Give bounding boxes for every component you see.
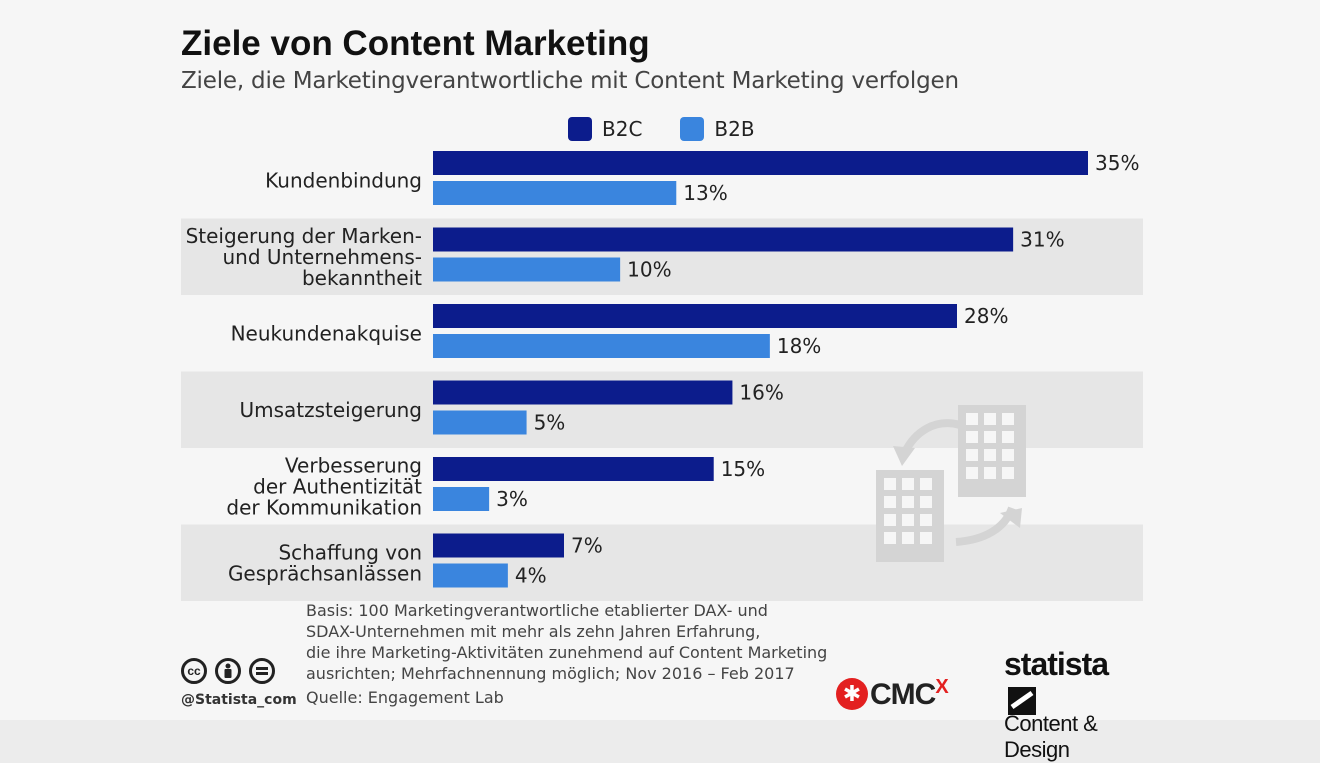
statista-wordmark: statista [1004, 646, 1109, 682]
basis-line: die ihre Marketing-Aktivitäten zunehmend… [306, 643, 828, 662]
category-label: Gesprächsanlässen [228, 561, 422, 585]
statista-handle[interactable]: @Statista_com [181, 692, 297, 708]
bar-b2c [433, 304, 957, 328]
category-label: Schaffung von [278, 540, 422, 564]
legend-label-b2b: B2B [714, 117, 755, 141]
bar-b2c [433, 151, 1088, 175]
value-label: 15% [721, 457, 765, 481]
value-label: 4% [515, 564, 547, 588]
source-note: Quelle: Engagement Lab [306, 688, 504, 707]
category-label: und Unternehmens- [223, 245, 423, 269]
chart-subtitle: Ziele, die Marketingverantwortliche mit … [181, 68, 959, 94]
building-window [884, 514, 896, 526]
value-label: 31% [1020, 228, 1064, 252]
by-person-icon [215, 658, 241, 684]
no-derivatives-icon [249, 658, 275, 684]
building-window [920, 532, 932, 544]
building-window [902, 478, 914, 490]
building-window [966, 431, 978, 443]
building-window [984, 413, 996, 425]
cmcx-asterisk-icon: ✱ [836, 678, 868, 710]
building-window [966, 413, 978, 425]
bar-b2b [433, 487, 490, 511]
statista-logo[interactable]: statista Content & Design [1004, 646, 1144, 763]
building-window [984, 467, 996, 479]
value-label: 18% [777, 334, 821, 358]
category-label: Umsatzsteigerung [239, 398, 422, 422]
cmcx-logo[interactable]: ✱ CMCX [836, 676, 949, 712]
category-label: der Kommunikation [226, 495, 422, 519]
category-label: der Authentizität [253, 474, 422, 498]
bar-chart: Kundenbindung Steigerung der Marken-und U… [181, 151, 1143, 601]
category-label: Verbesserung [285, 453, 422, 477]
bar-b2b [433, 257, 621, 282]
bar-b2c [433, 227, 1014, 252]
value-label: 16% [739, 381, 783, 405]
building-window [920, 514, 932, 526]
building-window [984, 449, 996, 461]
value-label: 13% [683, 181, 727, 205]
bar-b2c [433, 380, 733, 405]
building-window [1002, 413, 1014, 425]
cmcx-wordmark: CMCX [870, 676, 949, 711]
building-window [966, 467, 978, 479]
building-window [1002, 467, 1014, 479]
legend-label-b2c: B2C [602, 117, 643, 141]
building-window [1002, 431, 1014, 443]
bar-b2c [433, 533, 564, 558]
category-label: bekanntheit [302, 266, 422, 290]
cc-icon: cc [181, 658, 207, 684]
building-window [884, 496, 896, 508]
building-window [884, 478, 896, 490]
statista-subline: Content & Design [1004, 711, 1098, 762]
value-label: 28% [964, 304, 1008, 328]
bar-b2b [433, 334, 770, 358]
bar-b2c [433, 457, 714, 481]
bar-b2b [433, 410, 527, 435]
value-label: 7% [571, 534, 603, 558]
infographic-card: Ziele von Content Marketing Ziele, die M… [181, 24, 1143, 762]
statista-mark-icon [1008, 687, 1036, 715]
license-icons[interactable]: cc [181, 658, 275, 684]
value-label: 5% [534, 411, 566, 435]
building-window [966, 449, 978, 461]
bar-b2b [433, 563, 508, 588]
legend-swatch-b2c [568, 117, 592, 141]
building-window [920, 478, 932, 490]
basis-line: Basis: 100 Marketingverantwortliche etab… [306, 601, 768, 620]
category-label: Steigerung der Marken- [186, 224, 422, 248]
building-window [920, 496, 932, 508]
value-label: 10% [627, 258, 671, 282]
legend-item-b2c: B2C [568, 117, 642, 141]
building-window [902, 514, 914, 526]
building-window [1002, 449, 1014, 461]
building-window [984, 431, 996, 443]
basis-line: SDAX-Unternehmen mit mehr als zehn Jahre… [306, 622, 761, 641]
legend: B2C B2B [568, 116, 793, 142]
value-label: 35% [1095, 151, 1139, 175]
chart-title: Ziele von Content Marketing [181, 24, 650, 63]
value-label: 3% [496, 487, 528, 511]
basis-note: Basis: 100 Marketingverantwortliche etab… [306, 600, 866, 684]
building-window [902, 496, 914, 508]
legend-swatch-b2b [680, 117, 705, 141]
category-label: Kundenbindung [265, 168, 422, 192]
bar-b2b [433, 181, 677, 205]
category-label: Neukundenakquise [231, 321, 422, 345]
basis-line: ausrichten; Mehrfachnennung möglich; Nov… [306, 664, 795, 683]
legend-item-b2b: B2B [680, 117, 755, 141]
building-window [884, 532, 896, 544]
building-window [902, 532, 914, 544]
